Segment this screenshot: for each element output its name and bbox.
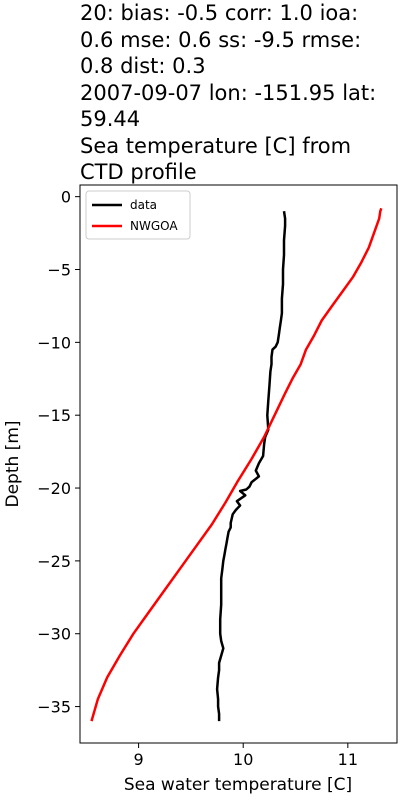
x-tick-label: 10 xyxy=(233,750,253,769)
legend: data NWGOA xyxy=(85,190,191,240)
y-tick-label: 0 xyxy=(61,188,71,207)
legend-label-data: data xyxy=(130,198,157,212)
y-tick-label: −10 xyxy=(37,333,71,352)
y-tick-label: −5 xyxy=(47,261,71,280)
y-tick-label: −30 xyxy=(37,625,71,644)
legend-label-nwgoa: NWGOA xyxy=(130,219,178,233)
y-axis-label: Depth [m] xyxy=(3,420,23,507)
title-line: CTD profile xyxy=(80,160,197,184)
title-line: 0.8 dist: 0.3 xyxy=(80,54,206,78)
x-tick-label: 9 xyxy=(133,750,143,769)
y-tick-label: −35 xyxy=(37,698,71,717)
y-tick-label: −15 xyxy=(37,406,71,425)
x-tick-label: 11 xyxy=(338,750,358,769)
x-axis: 9 10 11 xyxy=(133,743,358,769)
title-line: Sea temperature [C] from xyxy=(80,133,352,158)
title-line: 0.6 mse: 0.6 ss: -9.5 rmse: xyxy=(80,27,362,52)
chart-title: 20: bias: -0.5 corr: 1.0 ioa: 0.6 mse: 0… xyxy=(80,0,400,186)
series-layer xyxy=(90,207,383,722)
y-tick-label: −25 xyxy=(37,552,71,571)
y-tick-label: −20 xyxy=(37,479,71,498)
title-line: 20: bias: -0.5 corr: 1.0 ioa: xyxy=(80,1,359,25)
series-line-nwgoa xyxy=(90,207,383,722)
plot-frame xyxy=(79,184,398,744)
y-axis: 0 −5 −10 −15 −20 −25 −30 −35 xyxy=(37,188,80,717)
title-line: 59.44 xyxy=(80,107,141,131)
series-line-data xyxy=(215,211,287,722)
x-axis-label: Sea water temperature [C] xyxy=(124,775,352,795)
title-line: 2007-09-07 lon: -151.95 lat: xyxy=(80,80,377,105)
